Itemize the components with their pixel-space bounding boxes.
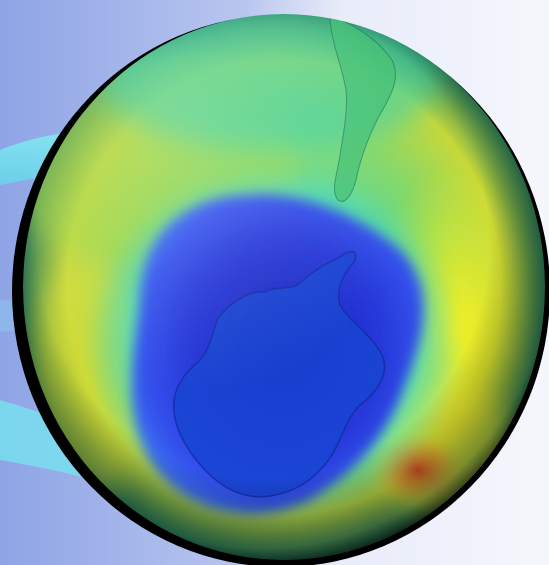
ozone-globe-scene <box>0 0 549 565</box>
scene-svg <box>0 0 549 565</box>
